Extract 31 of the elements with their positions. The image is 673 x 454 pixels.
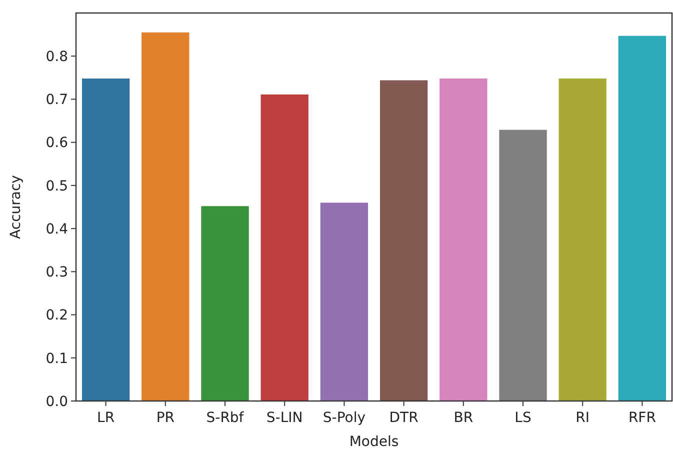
y-tick-label: 0.4 <box>46 221 68 238</box>
x-tick-label: LS <box>514 410 532 426</box>
y-tick-label: 0.2 <box>46 308 68 324</box>
bar <box>82 78 130 401</box>
bar <box>201 206 249 401</box>
y-tick-label: 0.5 <box>46 178 68 194</box>
x-tick-label: RI <box>576 410 590 426</box>
x-tick-label: PR <box>156 410 175 426</box>
bar <box>618 36 666 401</box>
y-tick-label: 0.7 <box>46 92 68 108</box>
x-axis-title: Models <box>349 434 399 450</box>
y-tick-label: 0.3 <box>46 264 68 281</box>
x-tick-label: RFR <box>628 410 656 426</box>
x-tick-label: LR <box>97 410 115 426</box>
x-tick-label: S-Rbf <box>206 410 245 426</box>
x-tick-label: DTR <box>389 410 419 426</box>
bar <box>380 80 428 401</box>
bar <box>499 130 547 401</box>
bar <box>142 32 190 401</box>
bar <box>260 94 308 401</box>
y-tick-label: 0.1 <box>46 350 68 367</box>
x-tick-label: S-LIN <box>266 410 303 426</box>
bar <box>440 78 488 401</box>
x-tick-label: S-Poly <box>322 410 366 426</box>
y-axis-title: Accuracy <box>8 175 24 239</box>
x-tick-label: BR <box>454 410 474 426</box>
bar <box>558 78 606 401</box>
y-tick-label: 0.6 <box>46 135 68 152</box>
y-tick-label: 0.8 <box>46 49 68 66</box>
bar <box>320 202 368 401</box>
y-tick-label: 0.0 <box>46 394 68 410</box>
